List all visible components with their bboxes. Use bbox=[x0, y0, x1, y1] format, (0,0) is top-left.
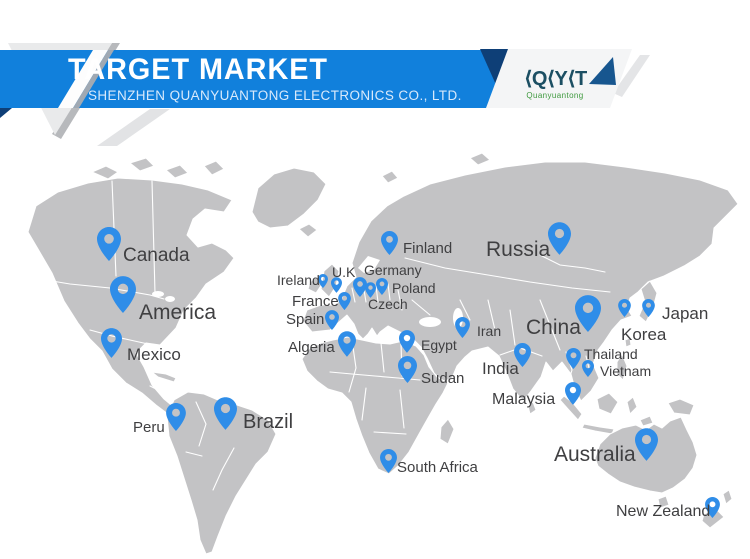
landmass-madagascar bbox=[439, 418, 455, 445]
country-label-russia: Russia bbox=[486, 238, 551, 261]
location-pin-icon-malaysia bbox=[565, 382, 581, 405]
country-label-sudan: Sudan bbox=[421, 370, 465, 387]
country-label-australia: Australia bbox=[554, 443, 636, 466]
location-pin-icon-germany bbox=[353, 277, 367, 297]
country-label-algeria: Algeria bbox=[288, 339, 335, 356]
country-label-finland: Finland bbox=[403, 240, 453, 257]
location-pin-icon-brazil bbox=[213, 397, 237, 430]
country-label-mexico: Mexico bbox=[127, 345, 181, 364]
country-label-canada: Canada bbox=[123, 245, 190, 266]
country-label-china: China bbox=[526, 316, 581, 339]
country-label-peru: Peru bbox=[133, 419, 165, 436]
location-pin-icon-sudan bbox=[397, 356, 417, 383]
landmass-new-zealand bbox=[722, 489, 733, 505]
location-pin-icon-uk bbox=[330, 277, 342, 293]
location-pin-icon-czech bbox=[364, 282, 376, 298]
location-pin-icon-canada bbox=[97, 227, 121, 261]
location-pin-icon-mexico bbox=[100, 328, 122, 358]
country-label-brazil: Brazil bbox=[243, 411, 294, 433]
country-label-india: India bbox=[482, 359, 519, 378]
location-pin-icon-vietnam bbox=[582, 360, 594, 377]
location-pin-icon-russia bbox=[547, 222, 571, 255]
location-pin-icon-ireland bbox=[318, 274, 328, 288]
location-pin-icon-thailand bbox=[565, 348, 581, 369]
company-subtitle: SHENZHEN QUANYUANTONG ELECTRONICS CO., L… bbox=[88, 88, 462, 103]
landmass-africa bbox=[301, 336, 449, 475]
location-pin-icon-south-africa bbox=[379, 449, 397, 473]
location-pin-icon-korea bbox=[617, 299, 631, 317]
country-label-malaysia: Malaysia bbox=[492, 391, 556, 408]
country-label-spain: Spain bbox=[286, 311, 325, 328]
location-pin-icon-egypt bbox=[399, 330, 415, 353]
location-pin-icon-india bbox=[513, 343, 531, 367]
location-pin-icon-iran bbox=[454, 317, 470, 338]
location-pin-icon-japan bbox=[641, 299, 655, 317]
location-pin-icon-finland bbox=[380, 231, 398, 255]
country-label-south-africa: South Africa bbox=[397, 459, 478, 476]
location-pin-icon-china bbox=[575, 295, 601, 332]
country-label-germany: Germany bbox=[364, 262, 422, 278]
country-label-japan: Japan bbox=[662, 304, 709, 323]
country-label-new-zealand: New Zealand bbox=[616, 503, 711, 520]
country-label-thailand: Thailand bbox=[584, 346, 638, 362]
country-label-america: America bbox=[139, 301, 217, 324]
location-pin-icon-algeria bbox=[338, 331, 356, 357]
country-label-ireland: Ireland bbox=[277, 272, 320, 288]
landmass-new-guinea bbox=[667, 398, 695, 416]
page-title: TARGET MARKET bbox=[68, 53, 328, 86]
country-label-czech: Czech bbox=[368, 296, 408, 312]
location-pin-icon-poland bbox=[376, 278, 388, 295]
location-pin-icon-france bbox=[337, 292, 351, 310]
country-label-egypt: Egypt bbox=[421, 337, 457, 353]
location-pin-icon-spain bbox=[325, 310, 339, 330]
location-pin-icon-peru bbox=[166, 403, 186, 431]
location-pin-icon-new-zealand bbox=[704, 497, 720, 518]
country-label-korea: Korea bbox=[621, 325, 667, 344]
country-label-poland: Poland bbox=[392, 280, 436, 296]
location-pin-icon-america bbox=[110, 276, 136, 313]
landmass-greenland bbox=[251, 167, 327, 229]
location-pin-icon-australia bbox=[634, 428, 658, 461]
country-label-france: France bbox=[292, 293, 339, 310]
landmass-eurasia bbox=[302, 161, 739, 402]
company-logo-icon: ⟨Q⟨Y⟨T bbox=[523, 68, 588, 90]
country-label-vietnam: Vietnam bbox=[600, 363, 652, 379]
country-label-uk: U.K bbox=[332, 264, 356, 280]
country-label-iran: Iran bbox=[477, 323, 502, 339]
company-logo-name: Quanyuantong bbox=[526, 91, 584, 100]
